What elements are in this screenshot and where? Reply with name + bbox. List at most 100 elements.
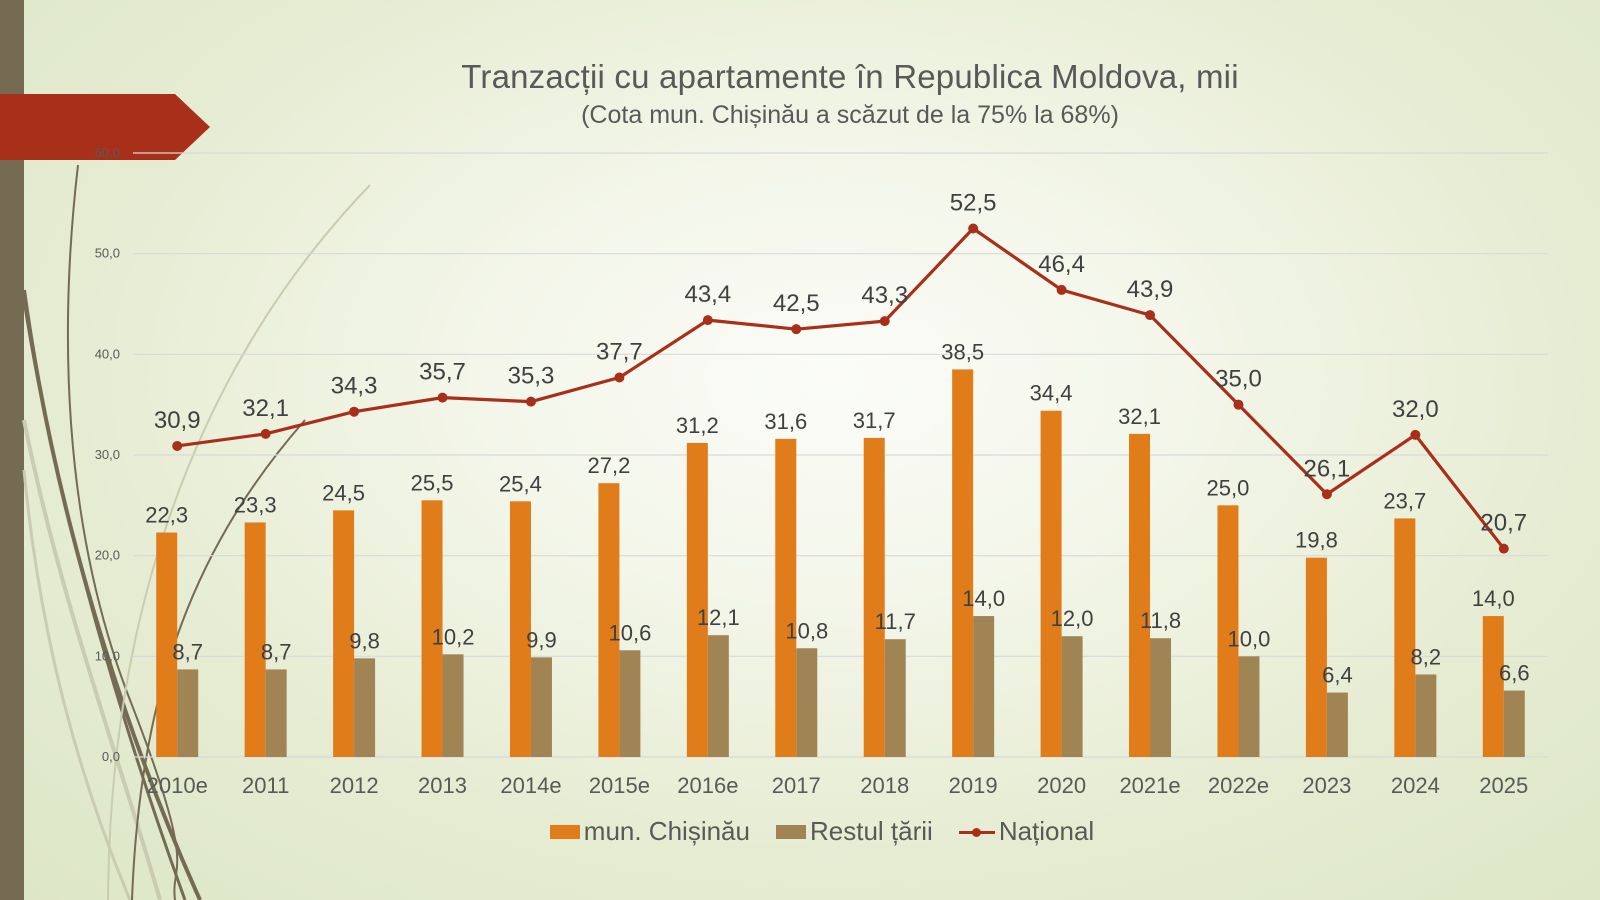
data-label-chisinau: 14,0: [1472, 586, 1515, 611]
bar-restul: [1326, 692, 1348, 757]
legend-label-national: Național: [998, 816, 1095, 846]
x-tick-label: 2011: [242, 773, 289, 798]
point-national: [172, 440, 183, 451]
bar-chisinau: [156, 532, 178, 757]
data-label-national: 26,1: [1304, 455, 1351, 482]
data-label-national: 43,9: [1127, 276, 1174, 303]
data-label-restul: 8,2: [1411, 644, 1442, 669]
bar-restul: [530, 657, 552, 757]
data-label-chisinau: 31,2: [676, 413, 719, 438]
bar-restul: [707, 635, 729, 757]
bar-restul: [884, 639, 906, 757]
bar-restul: [796, 648, 818, 757]
x-tick-label: 2016e: [677, 773, 738, 798]
y-tick-label: 0,0: [102, 749, 120, 764]
data-label-national: 43,4: [684, 281, 731, 308]
bar-restul: [973, 616, 995, 757]
data-label-restul: 12,1: [697, 605, 740, 630]
point-national: [1498, 543, 1509, 554]
bar-chisinau: [598, 483, 620, 757]
bar-chisinau: [1305, 557, 1327, 757]
bar-chisinau: [775, 438, 797, 757]
legend-item-chisinau: mun. Chișinău: [549, 816, 750, 847]
data-label-chisinau: 31,6: [764, 409, 807, 434]
point-national: [349, 406, 360, 417]
point-national: [525, 396, 536, 407]
data-label-national: 46,4: [1038, 251, 1085, 278]
data-label-restul: 6,6: [1499, 661, 1530, 686]
data-label-restul: 8,7: [172, 639, 203, 664]
data-label-restul: 11,7: [875, 609, 916, 634]
bar-restul: [177, 669, 199, 757]
x-tick-label: 2022e: [1208, 773, 1269, 798]
data-label-restul: 10,6: [608, 620, 651, 645]
point-national: [437, 392, 448, 403]
legend: mun. Chișinău Restul țării Național: [22, 816, 1600, 847]
point-national: [1233, 399, 1244, 410]
data-label-chisinau: 27,2: [587, 453, 630, 478]
data-label-chisinau: 24,5: [322, 480, 365, 505]
bar-chisinau: [1394, 518, 1416, 757]
data-label-national: 30,9: [154, 407, 201, 434]
line-national: [177, 226, 1506, 550]
x-tick-label: 2015e: [589, 773, 650, 798]
bar-chisinau: [863, 437, 885, 757]
x-tick-label: 2010e: [147, 773, 208, 798]
y-tick-label: 20,0: [95, 548, 120, 563]
data-label-chisinau: 22,3: [145, 503, 188, 528]
point-national: [1321, 489, 1332, 500]
data-label-national: 42,5: [773, 290, 820, 317]
bar-chisinau: [509, 501, 531, 757]
point-national: [1056, 284, 1067, 295]
data-label-restul: 8,7: [261, 639, 292, 664]
point-national: [260, 428, 271, 439]
y-tick-label: 60,0: [95, 145, 120, 160]
bar-restul: [1503, 690, 1525, 757]
data-label-national: 34,3: [331, 373, 378, 400]
data-label-restul: 9,9: [526, 627, 557, 652]
x-tick-label: 2018: [860, 773, 909, 798]
bar-chisinau: [952, 369, 974, 757]
x-tick-label: 2019: [949, 773, 998, 798]
x-tick-label: 2013: [418, 773, 467, 798]
y-tick-label: 40,0: [95, 346, 120, 361]
chart-title: Tranzacții cu apartamente în Republica M…: [461, 58, 1239, 95]
data-label-chisinau: 32,1: [1118, 404, 1161, 429]
bar-restul: [1238, 656, 1260, 757]
legend-item-restul: Restul țării: [775, 816, 933, 847]
bar-chisinau: [1129, 433, 1151, 757]
legend-swatch-restul: [775, 824, 806, 839]
x-tick-label: 2017: [772, 773, 821, 798]
point-national: [614, 372, 625, 383]
point-national: [702, 315, 713, 326]
data-label-national: 37,7: [596, 338, 643, 365]
data-label-chisinau: 31,7: [853, 408, 896, 433]
bar-chisinau: [421, 500, 443, 757]
x-tick-label: 2023: [1302, 773, 1351, 798]
data-label-chisinau: 25,0: [1207, 475, 1250, 500]
x-tick-label: 2014e: [500, 773, 561, 798]
y-tick-label: 30,0: [95, 447, 120, 462]
bar-restul: [442, 654, 464, 757]
bar-restul: [1415, 674, 1437, 757]
data-label-national: 52,5: [950, 190, 997, 217]
x-tick-label: 2020: [1037, 773, 1086, 798]
data-label-chisinau: 19,8: [1295, 528, 1338, 553]
data-label-national: 20,7: [1480, 510, 1527, 537]
data-label-national: 43,3: [861, 282, 908, 309]
data-label-national: 32,0: [1392, 396, 1439, 423]
data-label-national: 35,7: [419, 359, 466, 386]
point-national: [968, 223, 979, 234]
data-label-chisinau: 38,5: [941, 339, 984, 364]
legend-swatch-national: [958, 825, 995, 839]
legend-label-chisinau: mun. Chișinău: [583, 816, 750, 846]
data-label-restul: 9,8: [349, 628, 380, 653]
x-tick-label: 2025: [1479, 773, 1528, 798]
point-national: [791, 324, 802, 335]
data-label-restul: 10,2: [432, 624, 475, 649]
legend-label-restul: Restul țării: [809, 816, 933, 846]
bar-chisinau: [244, 522, 266, 757]
x-tick-label: 2012: [330, 773, 379, 798]
